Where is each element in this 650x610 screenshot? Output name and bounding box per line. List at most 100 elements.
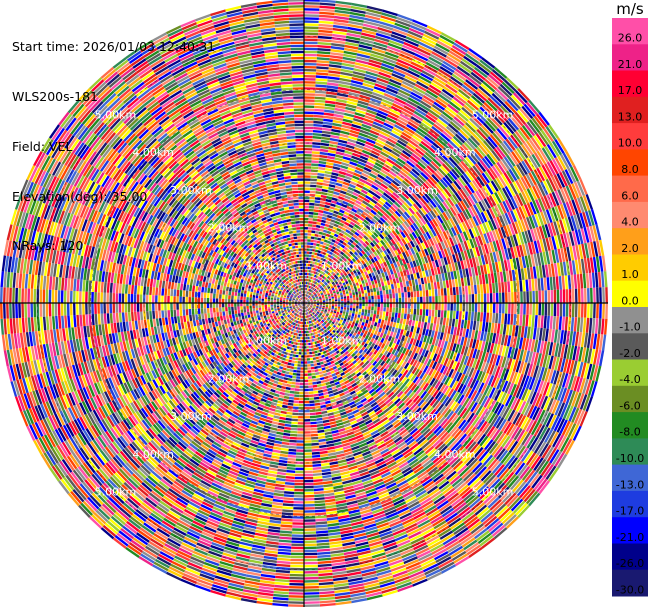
velocity-gate [495, 292, 499, 303]
velocity-gate [353, 172, 361, 178]
velocity-gate [397, 91, 409, 100]
velocity-gate [333, 210, 339, 215]
velocity-gate [411, 22, 427, 31]
velocity-gate [312, 218, 318, 222]
velocity-gate [304, 205, 310, 209]
velocity-gate [341, 162, 350, 167]
velocity-gate [378, 282, 382, 288]
velocity-gate [535, 303, 539, 316]
velocity-gate [502, 292, 505, 303]
velocity-gate [320, 275, 324, 278]
velocity-gate [421, 284, 425, 291]
velocity-gate [317, 215, 323, 220]
velocity-gate [423, 303, 426, 310]
velocity-gates [0, 0, 608, 607]
velocity-gate [324, 103, 336, 108]
velocity-gate [382, 276, 387, 282]
velocity-gate [447, 52, 462, 63]
velocity-gate [356, 229, 362, 234]
velocity-gate [380, 168, 389, 175]
velocity-gate [330, 134, 340, 139]
velocity-gate [378, 24, 394, 31]
velocity-gate [308, 285, 310, 288]
velocity-gate [564, 275, 569, 290]
velocity-gate [393, 177, 402, 185]
velocity-gate [321, 216, 327, 221]
velocity-gate [406, 286, 410, 293]
velocity-gate [553, 289, 557, 303]
velocity-gate [304, 181, 311, 184]
velocity-gate [376, 77, 389, 84]
velocity-gate [372, 147, 382, 154]
velocity-gate [388, 39, 404, 47]
velocity-gate [347, 203, 354, 208]
velocity-gate [451, 118, 463, 129]
velocity-gate [356, 183, 364, 189]
velocity-gate [361, 293, 365, 297]
velocity-gate [414, 320, 419, 327]
velocity-gate [304, 2, 320, 5]
velocity-gate [326, 161, 334, 166]
velocity-gate [364, 312, 368, 317]
velocity-gate [350, 158, 359, 164]
velocity-gate [349, 129, 360, 135]
velocity-gate [423, 67, 437, 76]
velocity-gate [330, 203, 336, 207]
velocity-gate [378, 327, 383, 333]
velocity-gate [330, 248, 335, 253]
velocity-gate [375, 190, 383, 197]
velocity-gate [340, 187, 348, 192]
velocity-gate [375, 318, 379, 323]
velocity-gate [402, 80, 415, 89]
velocity-gate [304, 8, 320, 11]
velocity-gate [369, 173, 377, 179]
velocity-gate [333, 18, 349, 24]
velocity-gate [358, 44, 373, 50]
velocity-gate [461, 84, 475, 95]
velocity-gate [350, 243, 355, 249]
velocity-gate [348, 213, 355, 219]
velocity-gate [408, 139, 419, 148]
velocity-gate [555, 316, 559, 330]
velocity-gate [337, 89, 349, 95]
velocity-gate [333, 243, 338, 248]
velocity-gate [340, 237, 346, 242]
velocity-gate [336, 201, 343, 206]
velocity-gate [341, 124, 352, 130]
velocity-gate [440, 288, 444, 296]
velocity-gate [429, 303, 432, 310]
velocity-gate [481, 274, 486, 285]
velocity-gate [450, 271, 455, 280]
velocity-gate [366, 285, 370, 290]
velocity-gate [349, 310, 352, 314]
velocity-gate [425, 114, 437, 123]
velocity-gate [304, 187, 310, 190]
velocity-gate [421, 315, 425, 322]
velocity-gate [347, 94, 360, 100]
velocity-gate [354, 112, 366, 118]
velocity-gate [363, 227, 370, 233]
velocity-gate [465, 53, 480, 64]
velocity-gate [360, 88, 373, 95]
velocity-gate [309, 273, 312, 276]
velocity-gate [309, 293, 312, 296]
velocity-gate [336, 256, 341, 260]
velocity-gate [463, 277, 468, 287]
velocity-gate [535, 290, 539, 303]
velocity-gate [409, 155, 419, 164]
velocity-gate [353, 149, 362, 155]
velocity-gate [337, 225, 343, 230]
velocity-gate [489, 303, 493, 313]
velocity-gate [483, 293, 487, 303]
velocity-gate [306, 251, 310, 254]
velocity-gate [368, 296, 371, 300]
velocity-gate [357, 135, 368, 141]
velocity-gate [328, 143, 338, 148]
velocity-gate [390, 105, 402, 113]
velocity-gate [438, 295, 441, 303]
velocity-gate [445, 280, 450, 288]
velocity-gate [417, 303, 420, 309]
velocity-gate [318, 280, 322, 284]
velocity-gate [322, 275, 325, 279]
velocity-gate [587, 288, 590, 303]
